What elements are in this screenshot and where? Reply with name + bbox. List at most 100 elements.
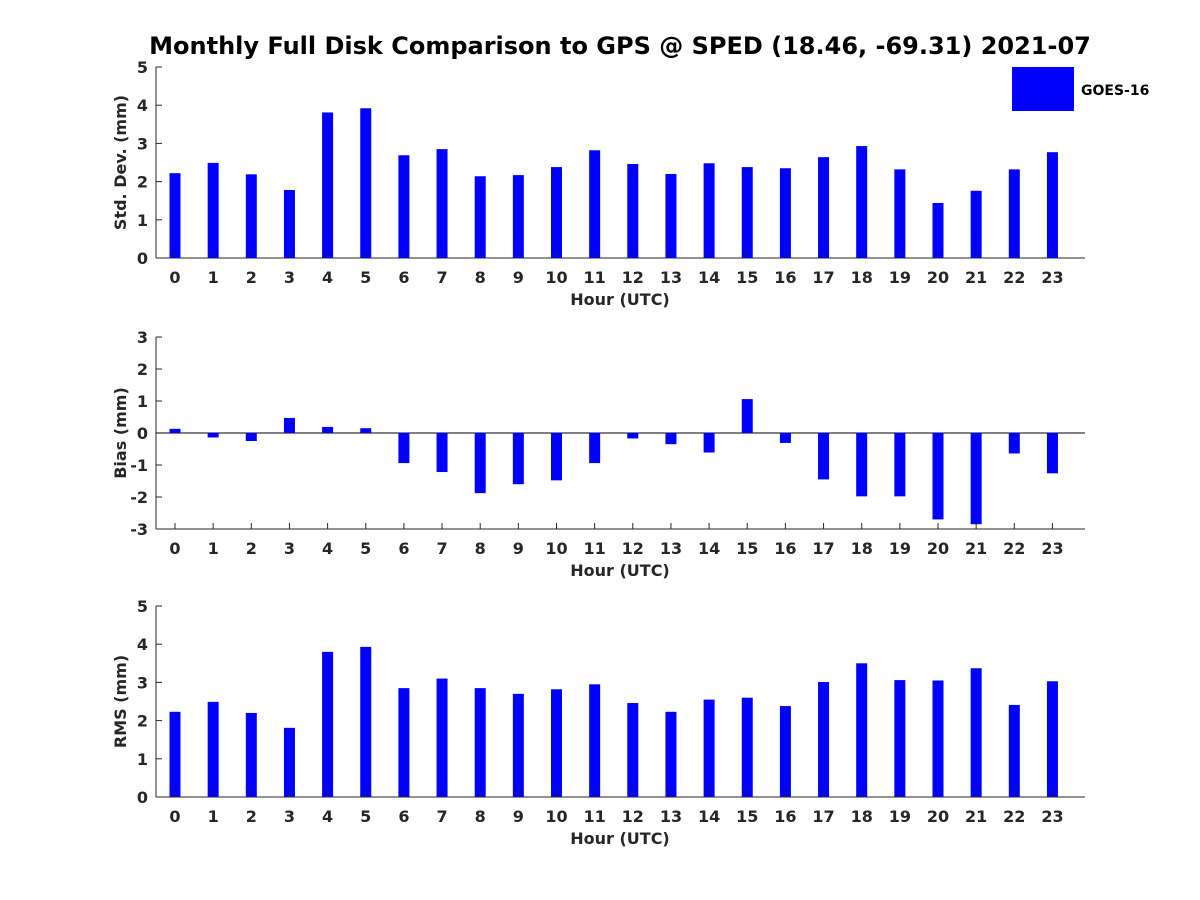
x-tick-label: 10 (545, 268, 567, 287)
bar (1008, 433, 1020, 454)
y-axis-label: Bias (mm) (111, 387, 130, 479)
bar (474, 176, 486, 258)
bar (551, 167, 562, 258)
x-tick-label: 21 (965, 539, 987, 558)
bar (436, 433, 448, 473)
bar (322, 426, 334, 433)
legend-swatch (1012, 67, 1074, 111)
x-tick-label: 6 (398, 268, 409, 287)
y-tick-label: 1 (137, 392, 148, 411)
bar (436, 678, 448, 797)
bar (398, 433, 410, 464)
y-tick-label: 0 (137, 788, 148, 807)
bar (970, 190, 982, 258)
bar (551, 689, 562, 797)
x-tick-label: 19 (889, 268, 911, 287)
bar (360, 428, 372, 433)
bar (589, 433, 601, 464)
bar (589, 684, 601, 797)
x-tick-label: 22 (1003, 539, 1025, 558)
y-tick-label: 2 (137, 712, 148, 731)
x-tick-label: 13 (660, 807, 682, 826)
x-tick-label: 19 (889, 807, 911, 826)
bar (818, 433, 830, 480)
x-tick-label: 23 (1041, 268, 1063, 287)
bar (1046, 152, 1058, 258)
x-tick-label: 16 (774, 807, 796, 826)
y-tick-label: 5 (137, 58, 148, 77)
y-tick-label: 2 (137, 173, 148, 192)
bar (245, 712, 257, 797)
x-tick-label: 16 (774, 268, 796, 287)
bar (1008, 704, 1020, 797)
y-tick-label: 2 (137, 360, 148, 379)
bar (398, 688, 410, 797)
bar (741, 697, 753, 797)
y-tick-label: 0 (137, 249, 148, 268)
bar (703, 433, 715, 453)
bar (779, 168, 791, 258)
x-axis-label: Hour (UTC) (570, 290, 670, 309)
y-tick-label: 0 (137, 424, 148, 443)
bar (741, 167, 753, 258)
x-tick-label: 21 (965, 268, 987, 287)
x-tick-label: 7 (436, 539, 447, 558)
bar (1008, 169, 1020, 258)
bar (665, 433, 677, 445)
x-tick-label: 15 (736, 268, 758, 287)
x-tick-label: 23 (1041, 807, 1063, 826)
x-tick-label: 3 (284, 539, 295, 558)
bar (894, 433, 906, 497)
x-tick-label: 17 (812, 268, 834, 287)
bar (627, 433, 639, 439)
bar (741, 399, 753, 433)
x-tick-label: 18 (851, 539, 873, 558)
bar (169, 173, 181, 258)
x-tick-label: 10 (545, 807, 567, 826)
y-tick-label: 1 (137, 211, 148, 230)
x-tick-label: 17 (812, 539, 834, 558)
bar (474, 688, 486, 797)
x-tick-label: 8 (475, 807, 486, 826)
bar (512, 693, 524, 797)
y-tick-label: 4 (137, 96, 148, 115)
bar (360, 108, 372, 258)
bar (894, 680, 906, 797)
x-tick-label: 1 (208, 268, 219, 287)
x-tick-label: 14 (698, 539, 720, 558)
x-tick-label: 4 (322, 539, 333, 558)
x-tick-label: 23 (1041, 539, 1063, 558)
y-tick-label: -2 (130, 488, 148, 507)
y-tick-label: 1 (137, 750, 148, 769)
x-tick-label: 0 (169, 807, 180, 826)
bar (779, 433, 791, 443)
y-tick-label: 4 (137, 635, 148, 654)
bar (932, 433, 944, 520)
bar (360, 646, 372, 797)
x-tick-label: 7 (436, 268, 447, 287)
x-tick-label: 9 (513, 807, 524, 826)
x-tick-label: 15 (736, 539, 758, 558)
x-tick-label: 8 (475, 268, 486, 287)
x-tick-label: 5 (360, 268, 371, 287)
bar (512, 433, 524, 485)
bar (818, 682, 830, 797)
x-tick-label: 16 (774, 539, 796, 558)
x-tick-label: 13 (660, 539, 682, 558)
bar (283, 417, 295, 433)
bar (856, 433, 868, 497)
x-tick-label: 14 (698, 807, 720, 826)
x-tick-label: 0 (169, 268, 180, 287)
x-tick-label: 9 (513, 268, 524, 287)
bar (322, 112, 334, 258)
bar (856, 146, 868, 258)
x-tick-label: 12 (622, 268, 644, 287)
bar (322, 651, 334, 797)
x-tick-label: 3 (284, 807, 295, 826)
x-tick-label: 6 (398, 539, 409, 558)
bar (474, 433, 486, 494)
bar (703, 163, 715, 258)
